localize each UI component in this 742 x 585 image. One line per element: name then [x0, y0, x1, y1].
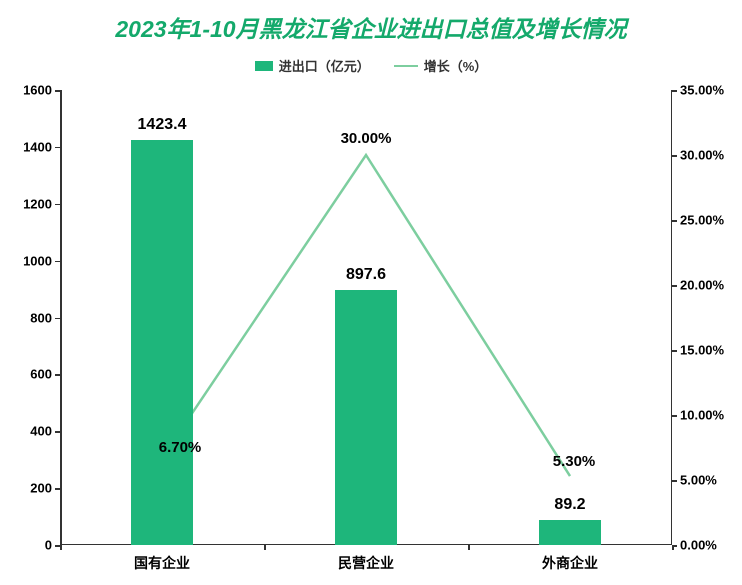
line-value-label: 30.00% [341, 130, 392, 151]
bar [335, 290, 396, 545]
legend-item-line: 增长（%） [394, 56, 488, 75]
x-tick [672, 545, 674, 550]
plot-area: 020040060080010001200140016000.00%5.00%1… [60, 90, 672, 545]
bar [131, 140, 192, 545]
bar [539, 520, 600, 545]
y-left-tick-label: 1200 [10, 196, 60, 211]
y-right-tick-label: 35.00% [672, 83, 734, 98]
x-tick [468, 545, 470, 550]
bar-value-label: 1423.4 [138, 116, 187, 140]
legend-bar-label: 进出口（亿元） [279, 56, 370, 75]
legend-bar-swatch [255, 61, 273, 71]
y-right-tick-label: 5.00% [672, 473, 734, 488]
bar-value-label: 897.6 [346, 266, 386, 290]
legend-line-label: 增长（%） [424, 56, 488, 75]
y-right-tick-label: 10.00% [672, 408, 734, 423]
legend-item-bar: 进出口（亿元） [255, 56, 370, 75]
y-left-tick-label: 1000 [10, 253, 60, 268]
y-right-tick-label: 20.00% [672, 278, 734, 293]
legend-line-swatch [394, 65, 418, 67]
y-left-tick-label: 1600 [10, 83, 60, 98]
y-left-axis [60, 90, 62, 545]
y-left-tick-label: 800 [10, 310, 60, 325]
x-category-label: 外商企业 [542, 545, 598, 573]
x-category-label: 民营企业 [338, 545, 394, 573]
x-tick [60, 545, 62, 550]
line-value-label: 6.70% [159, 439, 202, 460]
chart-container: 2023年1-10月黑龙江省企业进出口总值及增长情况 进出口（亿元） 增长（%）… [0, 0, 742, 585]
y-right-tick-label: 15.00% [672, 343, 734, 358]
y-right-tick-label: 0.00% [672, 538, 734, 553]
y-right-tick-label: 30.00% [672, 148, 734, 163]
y-right-tick-label: 25.00% [672, 213, 734, 228]
legend: 进出口（亿元） 增长（%） [0, 56, 742, 75]
y-left-tick-label: 600 [10, 367, 60, 382]
y-left-tick-label: 0 [10, 538, 60, 553]
y-left-tick-label: 1400 [10, 139, 60, 154]
bar-value-label: 89.2 [554, 496, 585, 520]
y-left-tick-label: 400 [10, 424, 60, 439]
y-left-tick-label: 200 [10, 481, 60, 496]
chart-title: 2023年1-10月黑龙江省企业进出口总值及增长情况 [0, 0, 742, 44]
x-category-label: 国有企业 [134, 545, 190, 573]
x-tick [264, 545, 266, 550]
line-value-label: 5.30% [553, 453, 596, 474]
